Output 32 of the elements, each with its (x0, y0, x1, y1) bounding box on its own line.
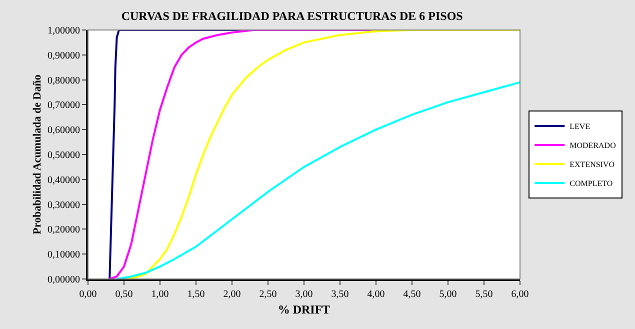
x-tick-label: 4,00 (367, 289, 385, 300)
y-tick-label: 0,80000 (48, 75, 80, 86)
x-tick-label: 0,00 (79, 289, 97, 300)
chart-title: CURVAS DE FRAGILIDAD PARA ESTRUCTURAS DE 6 PISOS (121, 8, 464, 23)
x-axis-title: % DRIFT (278, 302, 330, 316)
legend-label: COMPLETO (570, 179, 613, 188)
y-axis-title: Probabilidad Acumulada de Daño (32, 74, 44, 234)
x-tick-label: 3,00 (295, 289, 313, 300)
y-tick-label: 0,60000 (48, 125, 80, 136)
x-tick-label: 5,00 (439, 289, 457, 300)
y-tick-label: 0,30000 (48, 200, 80, 211)
x-tick-label: 1,00 (151, 289, 169, 300)
y-tick-label: 0,40000 (48, 174, 80, 186)
legend-label: MODERADO (570, 141, 616, 150)
x-tick-label: 0,50 (115, 289, 133, 300)
y-tick-label: 1,00000 (48, 26, 80, 36)
x-tick-label: 4,50 (403, 289, 421, 300)
x-tick-label: 6,00 (511, 289, 529, 300)
x-tick-label: 5,50 (475, 289, 493, 300)
x-tick-label: 2,50 (259, 289, 277, 300)
y-tick-label: 0,20000 (48, 224, 80, 236)
x-tick-label: 3,50 (331, 289, 349, 300)
x-tick-label: 1,50 (187, 289, 205, 300)
y-tick-label: 0,70000 (48, 100, 80, 112)
line-series (116, 81, 520, 279)
x-tick-label: 2,00 (223, 289, 241, 300)
y-tick-label: 0,50000 (48, 150, 80, 161)
y-tick-label: 0,10000 (48, 250, 80, 261)
legend-label: EXTENSIVO (570, 160, 615, 170)
y-tick-label: 0,90000 (48, 50, 80, 62)
y-tick-label: 0,00000 (48, 274, 80, 286)
legend-label: LEVE (570, 122, 590, 132)
